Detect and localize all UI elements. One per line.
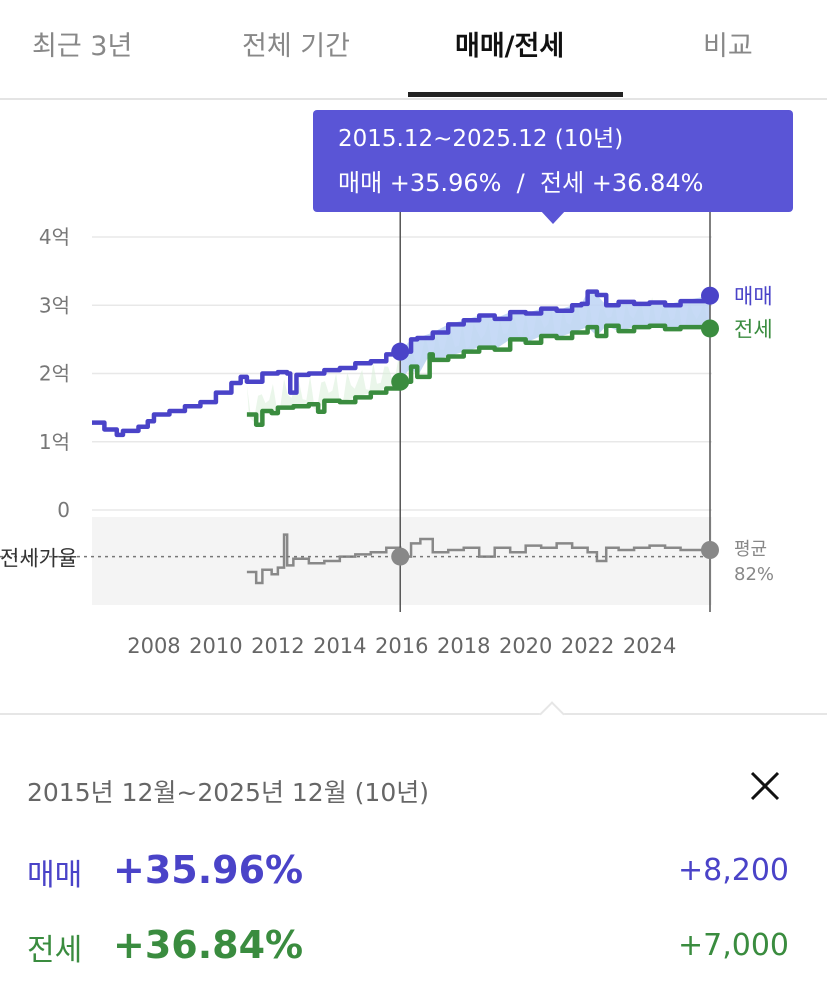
summary-period: 2015년 12월~2025년 12월 (10년)	[27, 778, 429, 807]
tooltip-box	[313, 110, 793, 212]
ratio-average-value: 82%	[734, 564, 774, 585]
tab-sale-jeonse[interactable]: 매매/전세	[455, 31, 565, 62]
jeonse-percent: +36.84%	[113, 923, 304, 967]
x-tick-label: 2022	[561, 634, 614, 658]
price-chart[interactable]: 4억 3억 2억 1억 0 2008 2010 2012 2014 2016 2018 2020 202…	[0, 100, 827, 700]
y-tick-label: 1억	[39, 430, 70, 454]
sale-end-point[interactable]	[701, 286, 719, 305]
x-tick-label: 2012	[251, 634, 304, 658]
ratio-series-line	[246, 533, 710, 585]
x-tick-label: 2010	[189, 634, 242, 658]
y-tick-label: 4억	[39, 225, 70, 249]
tooltip-pointer	[540, 210, 566, 224]
y-tick-label: 0	[57, 498, 70, 522]
sale-label: 매매	[27, 858, 83, 893]
period-tabs: 최근 3년 전체 기간 매매/전세 비교	[0, 0, 827, 100]
tab-compare[interactable]: 비교	[703, 31, 753, 62]
tooltip-range: 2015.12~2025.12 (10년)	[338, 126, 623, 152]
y-tick-label: 2억	[39, 362, 70, 386]
jeonse-start-point[interactable]	[391, 372, 410, 391]
ratio-average-label: 평균	[734, 539, 767, 560]
x-tick-label: 2024	[623, 634, 676, 658]
jeonse-label: 전세	[27, 933, 83, 968]
section-divider	[0, 713, 827, 715]
x-tick-label: 2018	[437, 634, 490, 658]
jeonse-end-label: 전세	[734, 317, 773, 341]
tab-all-period[interactable]: 전체 기간	[242, 31, 350, 62]
ratio-end-point[interactable]	[701, 541, 719, 559]
jeonse-series-line	[246, 323, 713, 427]
sale-start-point[interactable]	[391, 342, 410, 361]
sale-series-line	[92, 289, 713, 438]
sale-end-label: 매매	[734, 285, 773, 309]
sale-diff: +8,200	[677, 853, 789, 888]
y-tick-label: 3억	[39, 293, 70, 317]
x-tick-label: 2008	[127, 634, 180, 658]
active-tab-indicator	[408, 92, 623, 97]
sale-percent: +35.96%	[113, 848, 304, 892]
ratio-label: 전세가율	[0, 547, 77, 571]
x-tick-label: 2016	[375, 634, 428, 658]
summary-panel: 2015년 12월~2025년 12월 (10년) 매매 +35.96% +8,…	[0, 715, 827, 1007]
tab-recent-3y[interactable]: 최근 3년	[32, 31, 133, 62]
jeonse-diff: +7,000	[677, 928, 789, 963]
x-tick-label: 2020	[499, 634, 552, 658]
tooltip-summary: 매매 +35.96% / 전세 +36.84%	[338, 169, 703, 197]
x-tick-label: 2014	[313, 634, 366, 658]
close-icon[interactable]	[744, 765, 786, 807]
jeonse-end-point[interactable]	[701, 319, 719, 338]
ratio-start-point[interactable]	[391, 547, 410, 566]
